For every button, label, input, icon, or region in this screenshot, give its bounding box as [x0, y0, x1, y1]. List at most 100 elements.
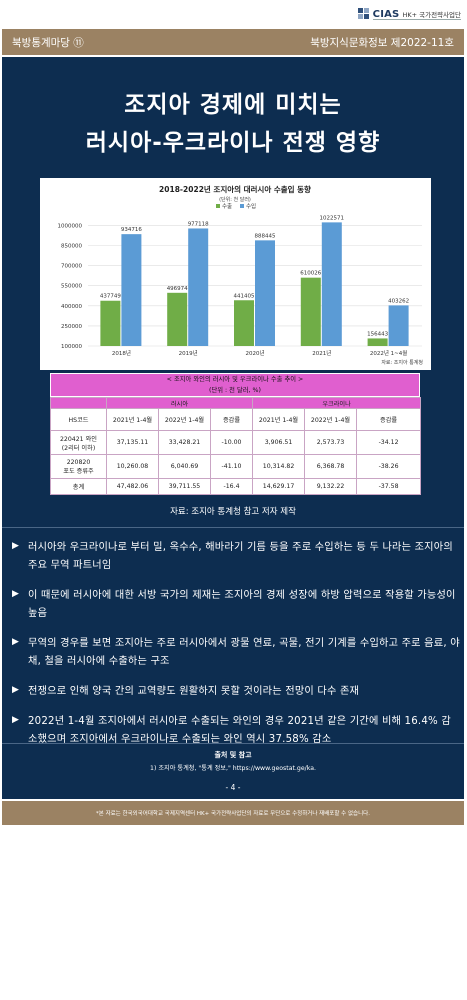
table-cell: 37,135.11 — [106, 430, 159, 455]
data-label: 934716 — [121, 227, 142, 233]
trade-chart-svg: 2018-2022년 조지아의 대러시아 수출입 동향 (단위: 천 달러) 1… — [58, 184, 424, 366]
data-label: 1022571 — [320, 215, 345, 221]
row-code-line1: 220820 — [66, 458, 91, 466]
header-ua-2022: 2022년 1-4월 — [304, 408, 358, 431]
legend-swatch — [216, 204, 220, 208]
legend-label: 수출 — [222, 202, 232, 210]
copyright-notice: *본 자료는 한국외국어대학교 국제지역센터 HK+ 국가전략사업단의 자료로 … — [96, 811, 370, 817]
series-name: 북방통계마당 ⑪ — [12, 36, 84, 49]
legend-label: 수입 — [246, 202, 256, 210]
y-tick-label: 400000 — [61, 304, 82, 310]
row-code-line2: (2리터 이하) — [61, 444, 96, 452]
triangle-bullet-icon: ▶ — [12, 541, 19, 551]
table-cell: 9,132.22 — [304, 478, 358, 495]
row-code-line2: 포도 증류주 — [63, 467, 94, 475]
reference-item: 1) 조지아 통계청, "통계 정보," https://www.geostat… — [150, 765, 316, 772]
data-label: 610026 — [300, 271, 321, 277]
table-row: 220820 포도 증류주 10,260.08 6,040.69 -41.10 1… — [50, 454, 422, 479]
bar-수입 — [388, 305, 409, 346]
bullet-text: 이 때문에 러시아에 대한 서방 국가의 제재는 조지아의 경제 성장에 하방 … — [28, 590, 456, 619]
trade-chart: 2018-2022년 조지아의 대러시아 수출입 동향 (단위: 천 달러) 1… — [40, 178, 431, 370]
list-item: ▶ 2022년 1-4월 조지아에서 러시아로 수출되는 와인의 경우 2021년… — [12, 713, 460, 749]
data-label: 977118 — [188, 221, 209, 227]
chart-subtitle: (단위: 천 달러) — [219, 196, 251, 203]
table-cell: 3,906.51 — [252, 430, 306, 455]
logo-subtitle: HK+ 국가전략사업단 — [402, 11, 461, 19]
x-tick-label: 2019년 — [179, 349, 198, 357]
table-cell: 14,629.17 — [252, 478, 306, 495]
y-tick-label: 550000 — [61, 284, 82, 290]
table-body: 러시아 우크라이나 HS코드 2021년 1-4월 2022년 1-4월 증감률… — [50, 397, 422, 495]
group-russia: 러시아 — [105, 397, 254, 409]
table-cell: 6,040.69 — [158, 454, 211, 479]
table-cell: 10,260.08 — [106, 454, 159, 479]
x-tick-label: 2020년 — [245, 349, 264, 357]
table-unit: (단위 : 천 달러, %) — [209, 387, 261, 394]
y-tick-label: 700000 — [61, 264, 82, 270]
header-ru-2022: 2022년 1-4월 — [158, 408, 211, 431]
source-note: 자료: 조지아 통계청 참고 저자 제작 — [170, 507, 296, 517]
table-cell: -37.58 — [356, 478, 422, 495]
list-item: ▶ 러시아와 우크라이나로 부터 밀, 옥수수, 해바라기 기름 등을 주로 수입… — [12, 539, 460, 575]
references-divider — [2, 743, 464, 744]
x-tick-label: 2022년 1~4월 — [370, 349, 407, 357]
table-cell: 33,428.21 — [158, 430, 211, 455]
chart-source: 자료: 조지아 통계청 — [381, 359, 423, 366]
header-hs-code: HS코드 — [50, 408, 107, 431]
triangle-bullet-icon: ▶ — [12, 715, 19, 725]
page-number: - 4 - — [225, 783, 241, 792]
table-cell: -16.4 — [209, 478, 254, 495]
table-row: 220421 와인 (2리터 이하) 37,135.11 33,428.21 -1… — [50, 430, 422, 455]
bar-수출 — [100, 300, 121, 346]
footer-bar: *본 자료는 한국외국어대학교 국제지역센터 HK+ 국가전략사업단의 자료로 … — [2, 801, 464, 825]
logo-underline — [373, 19, 461, 20]
row-code: 220820 포도 증류주 — [50, 454, 107, 479]
logo-brand: CIAS — [372, 8, 400, 20]
table-cell: 47,482.06 — [106, 478, 159, 495]
bullet-list: ▶ 러시아와 우크라이나로 부터 밀, 옥수수, 해바라기 기름 등을 주로 수입… — [12, 539, 460, 761]
list-item: ▶ 전쟁으로 인해 양국 간의 교역량도 원활하지 못할 것이라는 전망이 다수 … — [12, 683, 460, 701]
list-item: ▶ 이 때문에 러시아에 대한 서방 국가의 제재는 조지아의 경제 성장에 하방… — [12, 587, 460, 623]
bullet-text: 2022년 1-4월 조지아에서 러시아로 수출되는 와인의 경우 2021년 … — [28, 716, 451, 745]
header-ru-change: 증감률 — [209, 408, 254, 431]
table-title: < 조지아 와인의 러시아 및 우크라이나 수출 추이 > (단위 : 천 달러… — [50, 373, 420, 397]
table-cell: 2,573.73 — [304, 430, 358, 455]
y-tick-label: 250000 — [61, 324, 82, 330]
header-bar: 북방통계마당 ⑪ 북방지식문화정보 제2022-11호 — [2, 29, 464, 55]
chart-title: 2018-2022년 조지아의 대러시아 수출입 동향 — [159, 184, 311, 194]
table-corner — [50, 397, 107, 409]
data-label: 888445 — [255, 233, 276, 239]
data-label: 496974 — [167, 286, 188, 292]
data-label: 403262 — [388, 298, 409, 304]
bullet-text: 러시아와 우크라이나로 부터 밀, 옥수수, 해바라기 기름 등을 주로 수입하… — [28, 542, 453, 571]
data-label: 437749 — [100, 294, 121, 300]
data-label: 156443 — [367, 331, 388, 337]
bar-수출 — [300, 277, 321, 346]
header-ua-change: 증감률 — [356, 408, 422, 431]
data-label: 441405 — [234, 293, 255, 299]
bar-수입 — [321, 222, 342, 346]
main-panel: 조지아 경제에 미치는 러시아-우크라이나 전쟁 영향 2018-2022년 조… — [2, 57, 464, 799]
bar-수입 — [255, 240, 275, 346]
y-tick-label: 1000000 — [58, 223, 83, 229]
header-ru-2021: 2021년 1-4월 — [106, 408, 159, 431]
cias-logo: CIAS HK+ 국가전략사업단 — [357, 4, 461, 24]
list-item: ▶ 무역의 경우를 보면 조지아는 주로 러시아에서 광물 연료, 곡물, 전기 … — [12, 635, 460, 671]
bar-수출 — [167, 292, 188, 346]
group-ukraine: 우크라이나 — [252, 397, 422, 409]
row-code: 220421 와인 (2리터 이하) — [50, 430, 107, 455]
bar-수출 — [234, 300, 254, 346]
bullet-text: 무역의 경우를 보면 조지아는 주로 러시아에서 광물 연료, 곡물, 전기 기… — [28, 638, 460, 667]
bar-수입 — [188, 228, 209, 346]
references-title: 출처 및 참고 — [214, 751, 252, 759]
row-code-line1: 220421 와인 — [60, 435, 97, 443]
x-tick-label: 2018년 — [112, 349, 131, 357]
page-title-line1: 조지아 경제에 미치는 — [124, 92, 342, 118]
header-ua-2021: 2021년 1-4월 — [252, 408, 306, 431]
wine-export-table: < 조지아 와인의 러시아 및 우크라이나 수출 추이 > (단위 : 천 달러… — [50, 373, 422, 495]
triangle-bullet-icon: ▶ — [12, 589, 19, 599]
y-tick-label: 100000 — [61, 344, 82, 350]
table-cell: 10,314.82 — [252, 454, 306, 479]
x-tick-label: 2021년 — [312, 349, 331, 357]
table-cell: -10.00 — [209, 430, 254, 455]
